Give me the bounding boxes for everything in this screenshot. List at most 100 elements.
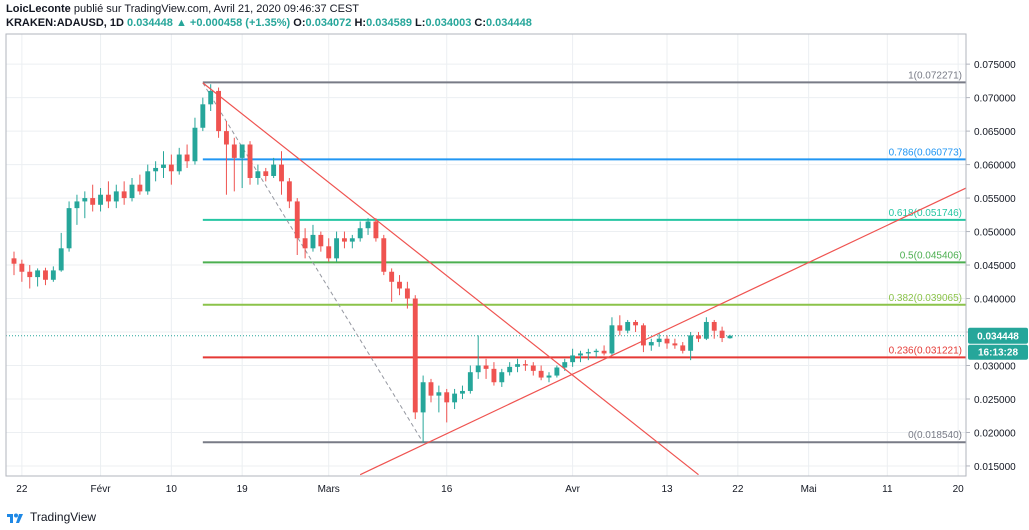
grid [6, 34, 966, 476]
fib-label-1: 1(0.072271) [908, 70, 962, 81]
x-tick-label: Mars [318, 484, 340, 495]
last-price-value: 0.034448 [977, 332, 1019, 343]
y-tick-label: 0.055000 [974, 194, 1016, 205]
candle-body [318, 234, 324, 247]
footer-brand[interactable]: TradingView [30, 510, 97, 524]
close-label: C: [474, 17, 486, 29]
candle-body [35, 270, 41, 278]
candle-body [703, 321, 709, 339]
plot-frame [5, 33, 967, 477]
candle-body [389, 271, 395, 282]
candle-body [460, 390, 465, 394]
open-value: 0.034072 [305, 17, 352, 29]
candle-body [231, 144, 237, 158]
fib-label-0.786: 0.786(0.060773) [889, 147, 962, 158]
candle-body [530, 365, 536, 371]
candle-body [381, 238, 387, 272]
candle-body [585, 352, 591, 354]
y-tick-label: 0.050000 [974, 228, 1016, 239]
candle-body [680, 345, 686, 351]
author-name[interactable]: LoicLeconte [6, 3, 71, 15]
candle-body [428, 382, 434, 396]
candle-body [570, 355, 576, 363]
candle-body [436, 392, 442, 396]
x-tick-label: 11 [882, 484, 893, 495]
candle-body [145, 171, 151, 192]
candle-body [397, 281, 402, 289]
symbol-info: KRAKEN:ADAUSD, 1D 0.034448 ▲ +0.000458 (… [6, 16, 986, 30]
candle-body [601, 350, 607, 354]
x-tick-label: Févr [91, 484, 112, 495]
publish-text: publié sur TradingView.com, Avril 21, 20… [73, 3, 360, 15]
open-label: O: [293, 17, 306, 29]
last-price: 0.034448 [127, 17, 173, 29]
candle-body [11, 258, 17, 264]
candle-body [239, 144, 245, 158]
candles [11, 84, 733, 443]
fib-label-0: 0(0.018540) [908, 430, 962, 441]
candle-body [672, 343, 678, 346]
candle-body [50, 270, 56, 280]
candle-body [515, 364, 520, 367]
fib-levels: 1(0.072271) 0.786(0.060773) 0.618(0.051746… [6, 70, 966, 444]
high-value: 0.034589 [366, 17, 412, 29]
x-tick-label: Avr [565, 484, 580, 495]
candle-body [656, 338, 662, 343]
candle-body [640, 325, 646, 346]
fib-label-0.5: 0.5(0.045406) [900, 250, 962, 261]
candle-body [711, 321, 717, 331]
y-tick-label: 0.025000 [974, 395, 1016, 406]
candle-body [467, 372, 473, 391]
candle-body [98, 194, 103, 205]
close-value: 0.034448 [486, 17, 532, 29]
footer: TradingView [6, 508, 96, 526]
candle-body [294, 201, 300, 239]
candle-body [373, 221, 379, 239]
fib-label-0.618: 0.618(0.051746) [889, 208, 962, 219]
candle-body [310, 234, 316, 249]
y-tick-label: 0.030000 [974, 362, 1016, 373]
candle-body [499, 372, 505, 383]
candle-body [286, 181, 292, 202]
candle-body [255, 171, 261, 178]
candle-body [625, 321, 631, 331]
fib-trend-line [202, 82, 424, 443]
candle-body [648, 342, 654, 346]
candle-body [688, 335, 694, 351]
x-tick-label: 16 [441, 484, 453, 495]
y-tick-label: 0.075000 [974, 60, 1016, 71]
candle-body [302, 238, 308, 249]
fib-label-0.382: 0.382(0.039065) [889, 293, 962, 304]
candle-body [593, 350, 599, 353]
tradingview-logo-icon[interactable] [6, 510, 24, 524]
candle-body [90, 198, 96, 205]
x-tick-label: 10 [166, 484, 178, 495]
candle-body [546, 375, 552, 378]
candle-body [412, 298, 418, 413]
candle-body [349, 238, 355, 242]
candle-body [74, 201, 80, 209]
candle-body [43, 270, 48, 280]
candle-body [491, 368, 497, 383]
candle-body [121, 191, 127, 199]
candle-body [153, 167, 159, 172]
candle-body [192, 127, 198, 162]
publish-info: LoicLeconte publié sur TradingView.com, … [6, 2, 986, 16]
candle-body [58, 248, 64, 271]
candle-body [507, 366, 513, 373]
candle-body [82, 198, 88, 202]
trendline-resistance [202, 82, 699, 476]
candle-body [664, 338, 670, 344]
candle-body [208, 90, 214, 105]
candle-body [554, 367, 560, 376]
symbol-label[interactable]: KRAKEN:ADAUSD, 1D [6, 17, 124, 29]
candle-body [129, 184, 135, 199]
candle-body [279, 164, 284, 182]
candle-body [223, 131, 229, 145]
candle-body [334, 238, 340, 259]
candle-body [633, 321, 638, 326]
candle-body [113, 191, 119, 202]
y-tick-label: 0.070000 [974, 94, 1016, 105]
candle-body [19, 263, 25, 272]
